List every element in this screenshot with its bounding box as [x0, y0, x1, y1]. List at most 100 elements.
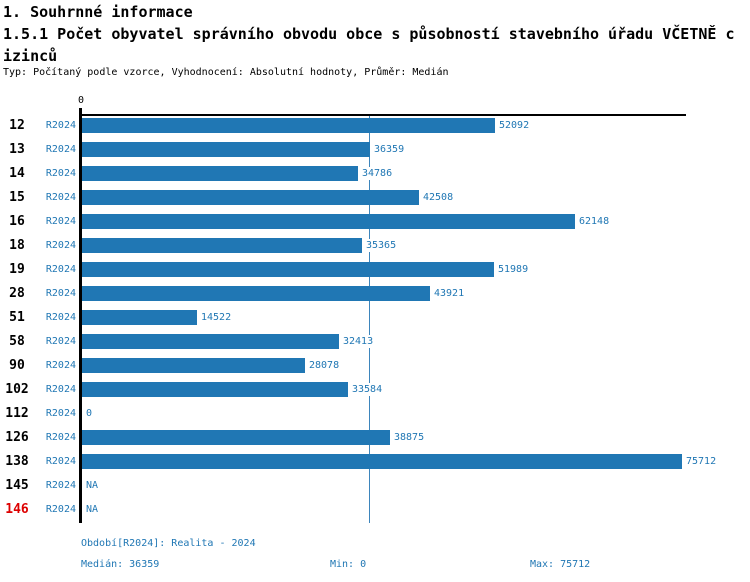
row-bar-track: 32413 [82, 329, 750, 353]
footer-median: Medián: 36359 [81, 559, 160, 570]
row-period-label: R2024 [45, 479, 76, 491]
row-category-label: 146 [5, 501, 29, 517]
row-period-label: R2024 [45, 407, 76, 419]
row-bar-track: 36359 [82, 137, 750, 161]
x-axis-line [79, 114, 686, 116]
chart-row: 90 R2024 28078 [0, 353, 750, 377]
row-bar-track: 28078 [82, 353, 750, 377]
chart-row: 14 R2024 34786 [0, 161, 750, 185]
row-bar-track: 38875 [82, 425, 750, 449]
chart-row: 146 R2024 NA [0, 497, 750, 521]
row-period-label: R2024 [45, 119, 76, 131]
row-category-label: 126 [5, 429, 29, 445]
value-bar [82, 453, 682, 469]
median-reference-line [369, 116, 370, 523]
chart-row: 15 R2024 42508 [0, 185, 750, 209]
row-period-label: R2024 [45, 503, 76, 515]
row-bar-track: 33584 [82, 377, 750, 401]
row-category-label: 90 [9, 357, 25, 373]
row-period-label: R2024 [45, 431, 76, 443]
row-category-label: 14 [9, 165, 25, 181]
row-bar-track: NA [82, 473, 750, 497]
value-bar [82, 117, 495, 133]
chart-row: 16 R2024 62148 [0, 209, 750, 233]
chart-row: 28 R2024 43921 [0, 281, 750, 305]
value-bar [82, 261, 494, 277]
row-category-label: 28 [9, 285, 25, 301]
chart-row: 112 R2024 0 [0, 401, 750, 425]
footer-period: Období[R2024]: Realita - 2024 [81, 538, 256, 549]
value-label: 33584 [352, 382, 383, 396]
chart-row: 51 R2024 14522 [0, 305, 750, 329]
chart-row: 138 R2024 75712 [0, 449, 750, 473]
footer-stats: Medián: 36359 Min: 0 Max: 75712 [0, 559, 750, 573]
chart-row: 58 R2024 32413 [0, 329, 750, 353]
value-bar [82, 309, 197, 325]
row-period-label: R2024 [45, 239, 76, 251]
row-period-label: R2024 [45, 311, 76, 323]
chart-meta-line: Typ: Počítaný podle vzorce, Vyhodnocení:… [3, 67, 449, 78]
value-label: 52092 [499, 118, 530, 132]
value-label: 51989 [498, 262, 529, 276]
row-period-label: R2024 [45, 191, 76, 203]
row-category-label: 15 [9, 189, 25, 205]
chart-row: 102 R2024 33584 [0, 377, 750, 401]
value-label: 38875 [394, 430, 425, 444]
value-label: 36359 [374, 142, 405, 156]
row-period-label: R2024 [45, 335, 76, 347]
chart-row: 19 R2024 51989 [0, 257, 750, 281]
value-label: 14522 [201, 310, 232, 324]
value-label: 43921 [434, 286, 465, 300]
row-bar-track: 34786 [82, 161, 750, 185]
row-category-label: 102 [5, 381, 29, 397]
row-bar-track: 62148 [82, 209, 750, 233]
row-period-label: R2024 [45, 167, 76, 179]
value-label: NA [86, 502, 99, 516]
row-period-label: R2024 [45, 455, 76, 467]
row-category-label: 138 [5, 453, 29, 469]
value-label: 32413 [343, 334, 374, 348]
value-bar [82, 165, 358, 181]
value-label: 0 [86, 406, 93, 420]
y-axis-line [79, 108, 82, 523]
chart-row: 145 R2024 NA [0, 473, 750, 497]
row-bar-track: NA [82, 497, 750, 521]
value-bar [82, 381, 348, 397]
x-axis-origin-tick-label: 0 [77, 95, 85, 106]
row-period-label: R2024 [45, 143, 76, 155]
row-period-label: R2024 [45, 287, 76, 299]
row-category-label: 12 [9, 117, 25, 133]
value-bar [82, 237, 362, 253]
row-bar-track: 51989 [82, 257, 750, 281]
value-bar [82, 141, 370, 157]
chart-row: 18 R2024 35365 [0, 233, 750, 257]
row-period-label: R2024 [45, 215, 76, 227]
row-category-label: 13 [9, 141, 25, 157]
value-bar [82, 285, 430, 301]
footer-min: Min: 0 [330, 559, 367, 570]
chart-row: 126 R2024 38875 [0, 425, 750, 449]
value-label: 28078 [309, 358, 340, 372]
row-bar-track: 75712 [82, 449, 750, 473]
value-label: 34786 [362, 166, 393, 180]
row-period-label: R2024 [45, 383, 76, 395]
row-category-label: 58 [9, 333, 25, 349]
row-category-label: 18 [9, 237, 25, 253]
row-bar-track: 35365 [82, 233, 750, 257]
row-bar-track: 52092 [82, 113, 750, 137]
row-category-label: 145 [5, 477, 29, 493]
value-bar [82, 333, 339, 349]
section-heading: 1. Souhrnné informace [3, 3, 193, 21]
chart-title: 1.5.1 Počet obyvatel správního obvodu ob… [3, 25, 735, 65]
row-category-label: 19 [9, 261, 25, 277]
footer-max: Max: 75712 [530, 559, 591, 570]
row-bar-track: 42508 [82, 185, 750, 209]
value-bar [82, 357, 305, 373]
row-bar-track: 14522 [82, 305, 750, 329]
chart-row: 12 R2024 52092 [0, 113, 750, 137]
value-bar [82, 213, 575, 229]
value-bar [82, 429, 390, 445]
value-label: 35365 [366, 238, 397, 252]
value-label: 42508 [423, 190, 454, 204]
